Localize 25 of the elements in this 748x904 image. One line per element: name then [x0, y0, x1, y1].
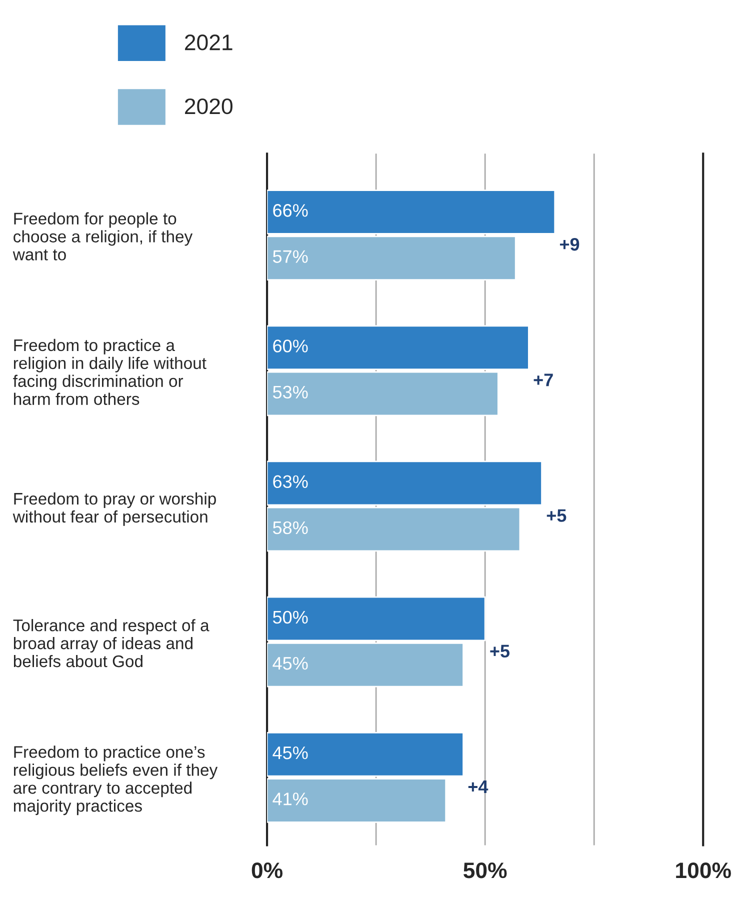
annotation: +5 [490, 644, 510, 658]
data-label: 41% [272, 792, 308, 806]
x-tick-label: 50% [464, 862, 507, 878]
data-label: 66% [273, 204, 308, 217]
data-label: 53% [272, 386, 308, 399]
data-label: 45% [272, 746, 308, 760]
y-tick-label: Freedom to practice one’s religious beliefs even if they are contrary to accepted majority practices [14, 746, 218, 816]
legend-label: 2021 [185, 34, 232, 50]
x-tick-label: 100% [676, 862, 731, 878]
y-tick-label: Freedom for people to choose a religion, if they want to [12, 212, 193, 260]
data-label: 60% [273, 340, 308, 352]
x-tick-label: 0% [252, 862, 283, 878]
legend-label: 2020 [185, 98, 232, 114]
annotation: +4 [468, 780, 488, 793]
y-tick-label: Freedom to practice a religion in daily life without facing discrimination or harm from others [13, 338, 206, 405]
y-tick-label: Freedom to pray or worship without fear of persecution [12, 492, 216, 526]
data-label: 50% [272, 610, 308, 624]
y-tick-label: Tolerance and respect of a broad array of ideas and beliefs about God [13, 619, 210, 668]
data-label: 63% [273, 475, 308, 488]
data-label: 57% [272, 250, 308, 263]
annotation: +5 [546, 509, 566, 522]
data-label: 45% [272, 657, 308, 670]
annotation: +9 [560, 238, 580, 251]
data-label: 58% [272, 521, 308, 534]
annotation: +7 [534, 374, 553, 386]
